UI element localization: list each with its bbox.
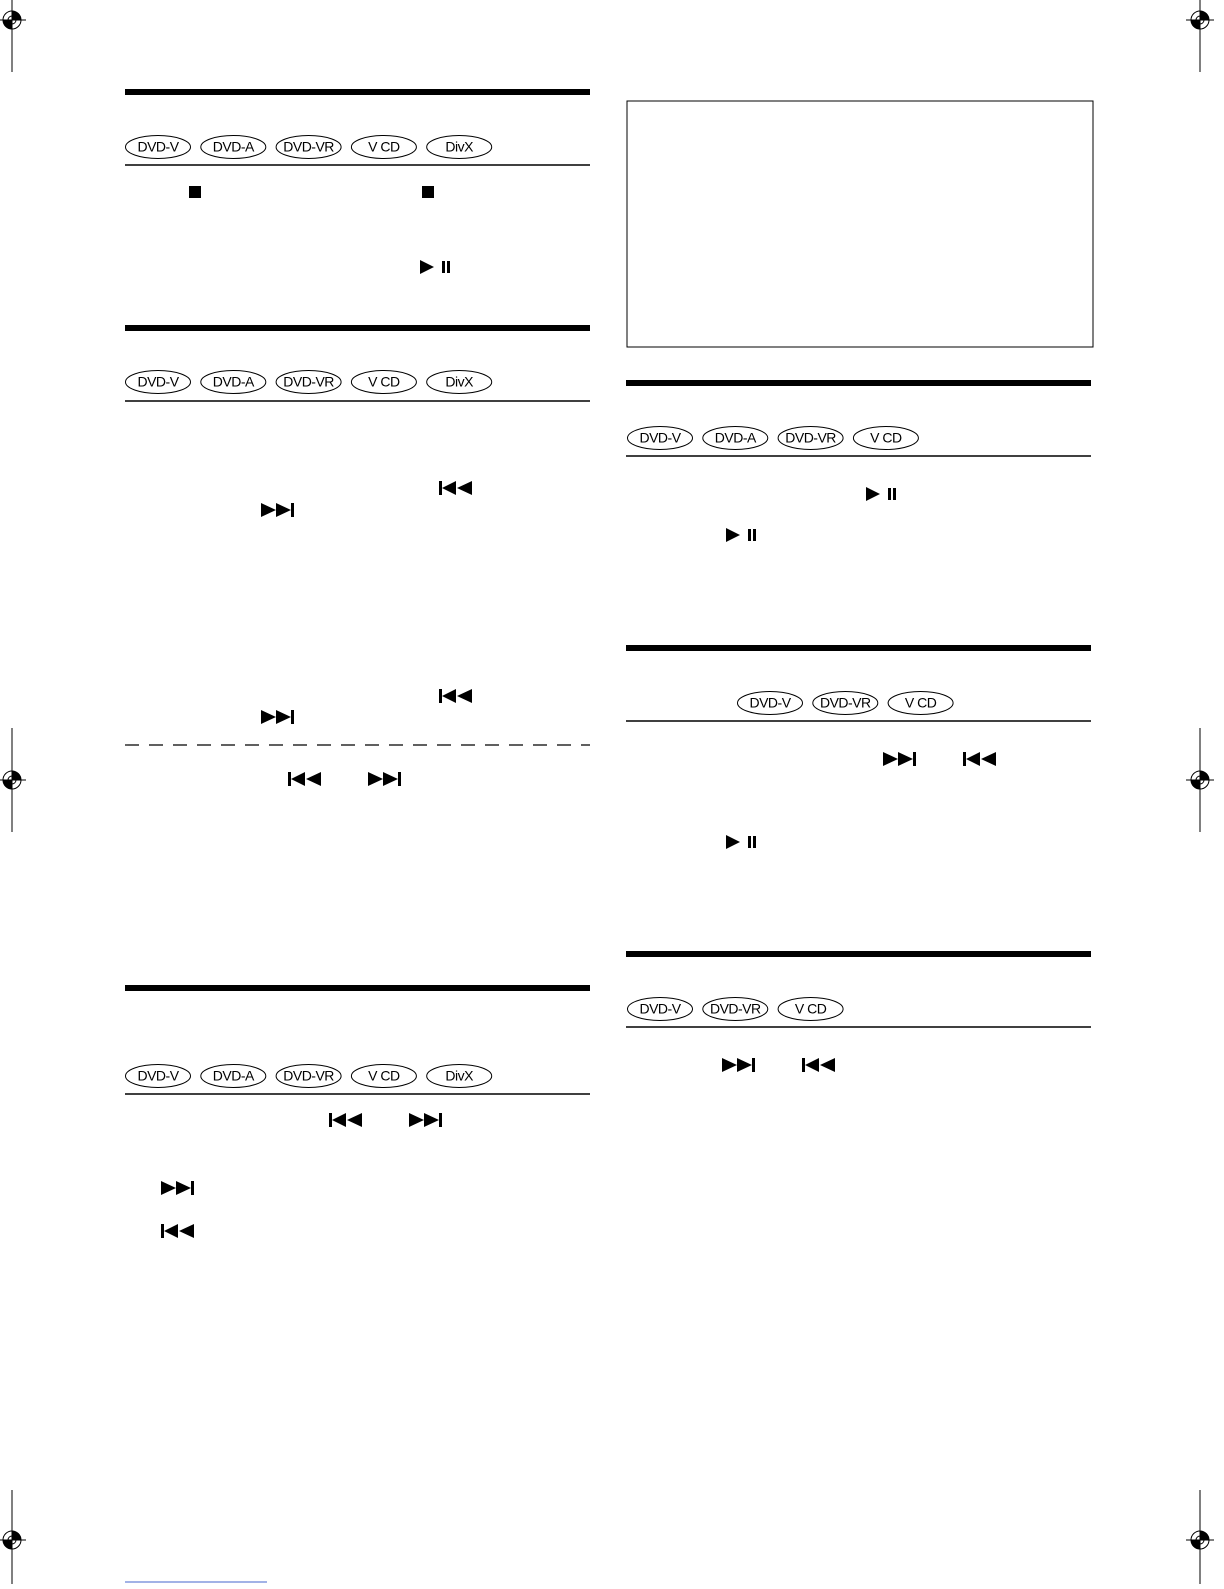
disc-badge <box>627 997 693 1021</box>
section-rule <box>626 951 1091 957</box>
disc-badge <box>200 1064 267 1088</box>
disc-badge <box>737 691 803 715</box>
disc-badge <box>350 135 417 159</box>
disc-badge-label: DVD-VR <box>283 1068 334 1084</box>
disc-badge <box>426 370 493 394</box>
disc-badge <box>426 135 493 159</box>
section-rule <box>125 89 590 95</box>
disc-badge <box>887 691 954 715</box>
disc-badge-label: V CD <box>905 695 937 711</box>
disc-badge <box>125 1064 191 1088</box>
disc-badge-label: V CD <box>795 1001 827 1017</box>
disc-badge <box>812 691 879 715</box>
section-rule <box>125 325 590 331</box>
disc-badge <box>777 997 844 1021</box>
disc-badge <box>426 1064 493 1088</box>
disc-badge-label: DVD-A <box>213 1068 255 1084</box>
disc-badge <box>350 370 417 394</box>
disc-badge-label: V CD <box>870 430 902 446</box>
disc-badge-label: DVD-V <box>639 430 681 446</box>
disc-badge-label: V CD <box>368 374 400 390</box>
disc-badge-label: DVD-V <box>137 1068 179 1084</box>
disc-badge <box>702 997 769 1021</box>
disc-badge-label: DivX <box>445 374 474 390</box>
disc-badge <box>852 426 919 450</box>
disc-badge <box>200 370 267 394</box>
section-rule <box>626 645 1091 651</box>
disc-badge <box>125 370 191 394</box>
disc-badge-label: V CD <box>368 1068 400 1084</box>
disc-badge <box>777 426 844 450</box>
disc-badge-label: DVD-A <box>715 430 757 446</box>
disc-badge-label: V CD <box>368 139 400 155</box>
disc-badge-label: DVD-VR <box>283 139 334 155</box>
disc-badge-label: DVD-VR <box>283 374 334 390</box>
disc-badge <box>275 135 342 159</box>
disc-badge-label: DivX <box>445 1068 474 1084</box>
disc-badge-label: DVD-VR <box>785 430 836 446</box>
disc-badge-label: DVD-V <box>137 374 179 390</box>
disc-badge-label: DivX <box>445 139 474 155</box>
disc-badge <box>275 1064 342 1088</box>
section-rule <box>626 380 1091 386</box>
section-rule <box>125 985 590 991</box>
disc-badge <box>125 135 191 159</box>
disc-badge <box>275 370 342 394</box>
disc-badge <box>200 135 267 159</box>
disc-badge <box>702 426 769 450</box>
disc-badge-label: DVD-V <box>639 1001 681 1017</box>
disc-badge-label: DVD-A <box>213 374 255 390</box>
disc-badge-label: DVD-V <box>749 695 791 711</box>
disc-badge-label: DVD-A <box>213 139 255 155</box>
disc-badge-label: DVD-VR <box>710 1001 761 1017</box>
note-box <box>626 100 1094 348</box>
disc-badge <box>350 1064 417 1088</box>
disc-badge-label: DVD-VR <box>820 695 871 711</box>
disc-badge <box>627 426 693 450</box>
disc-badge-label: DVD-V <box>137 139 179 155</box>
